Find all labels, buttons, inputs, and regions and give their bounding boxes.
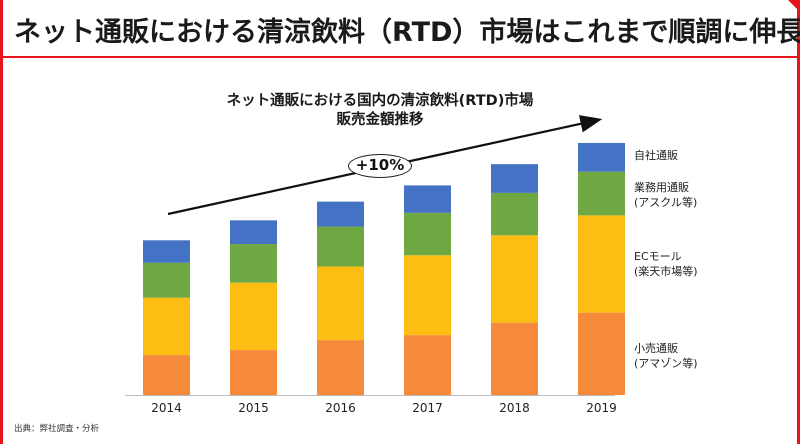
bar-segment-2014-s3 [143, 240, 190, 263]
legend-business-line-2: (アスクル等) [634, 196, 698, 209]
bar-segment-2014-s0 [143, 355, 190, 395]
legend-label-own-store: 自社通販 [634, 148, 678, 163]
bar-segment-2015-s2 [230, 244, 277, 283]
growth-rate-badge: +10% [348, 154, 412, 178]
bar-segment-2019-s0 [578, 312, 625, 395]
bar-segment-2016-s3 [317, 201, 364, 227]
bar-segment-2017-s1 [404, 255, 451, 336]
legend-retail-line-2: (アマゾン等) [634, 357, 698, 370]
bar-segment-2018-s3 [491, 164, 538, 193]
x-tick-label-2014: 2014 [151, 401, 182, 415]
legend-business-line-1: 業務用通販 [634, 181, 689, 194]
bar-segment-2015-s1 [230, 282, 277, 351]
legend-own-store-line-1: 自社通販 [634, 149, 678, 162]
slide-title: ネット通販における清涼飲料（RTD）市場はこれまで順調に伸長 [14, 17, 800, 48]
corner-mark [788, 0, 800, 12]
bar-segment-2015-s3 [230, 220, 277, 245]
legend-retail-line-1: 小売通販 [634, 342, 678, 355]
bar-segment-2018-s2 [491, 192, 538, 236]
bar-segment-2015-s0 [230, 350, 277, 395]
bar-segment-2016-s2 [317, 226, 364, 267]
legend-label-business: 業務用通販 (アスクル等) [634, 180, 697, 210]
x-tick-label-2019: 2019 [586, 401, 617, 415]
bar-segment-2018-s0 [491, 322, 538, 395]
bar-segment-2014-s2 [143, 262, 190, 298]
legend-label-ec-mall: ECモール (楽天市場等) [634, 249, 698, 279]
bar-segment-2016-s0 [317, 340, 364, 395]
x-tick-label-2017: 2017 [412, 401, 443, 415]
x-tick-label-2018: 2018 [499, 401, 530, 415]
x-tick-label-2016: 2016 [325, 401, 356, 415]
legend-ec-mall-line-2: (楽天市場等) [634, 265, 698, 278]
bar-segment-2016-s1 [317, 266, 364, 341]
chart-title: ネット通販における国内の清涼飲料(RTD)市場 販売金額推移 [190, 92, 570, 130]
legend-ec-mall-line-1: ECモール [634, 250, 682, 263]
legend-label-retail: 小売通販 (アマゾン等) [634, 341, 698, 371]
x-tick-label-2015: 2015 [238, 401, 269, 415]
bar-segment-2019-s1 [578, 215, 625, 313]
bar-segment-2019-s2 [578, 171, 625, 216]
bar-segment-2018-s1 [491, 235, 538, 323]
bar-segment-2014-s1 [143, 297, 190, 356]
bar-segment-2017-s3 [404, 185, 451, 213]
bar-segment-2017-s0 [404, 335, 451, 395]
title-rule [3, 56, 797, 58]
bar-segment-2017-s2 [404, 212, 451, 256]
source-note: 出典：弊社調査・分析 [14, 424, 100, 434]
bar-segment-2019-s3 [578, 142, 625, 172]
chart-title-line-1: ネット通販における国内の清涼飲料(RTD)市場 [226, 93, 534, 109]
chart-title-line-2: 販売金額推移 [336, 112, 424, 128]
